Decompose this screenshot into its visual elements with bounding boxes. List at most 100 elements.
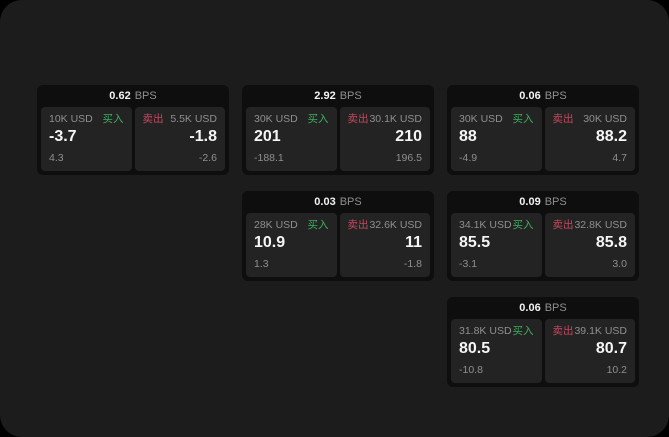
bps-value: 0.62 xyxy=(109,89,131,102)
panels-row: 30K USD 买入 88 -4.9 卖出 30K USD 88.2 4.7 xyxy=(447,107,639,175)
buy-panel-top: 31.8K USD 买入 xyxy=(459,325,534,338)
card-header: 0.62 BPS xyxy=(37,85,229,107)
buy-sub-value: -188.1 xyxy=(254,152,284,165)
bps-unit: BPS xyxy=(544,195,567,208)
buy-panel[interactable]: 34.1K USD 买入 85.5 -3.1 xyxy=(451,213,542,277)
buy-panel-top: 10K USD 买入 xyxy=(49,113,124,126)
sell-panel[interactable]: 卖出 32.8K USD 85.8 3.0 xyxy=(544,213,635,277)
panels-row: 28K USD 买入 10.9 1.3 卖出 32.6K USD 11 -1.8 xyxy=(242,213,434,281)
quote-card: 0.06 BPS 30K USD 买入 88 -4.9 卖出 30K USD xyxy=(447,85,639,175)
sell-panel-top: 卖出 39.1K USD xyxy=(553,325,628,338)
bps-unit: BPS xyxy=(339,89,362,102)
sell-amount: 39.1K USD xyxy=(574,325,627,337)
buy-panel[interactable]: 10K USD 买入 -3.7 4.3 xyxy=(41,107,132,171)
quote-card: 0.09 BPS 34.1K USD 买入 85.5 -3.1 卖出 32.8K… xyxy=(447,191,639,281)
sell-price: 210 xyxy=(395,127,422,145)
buy-side-label: 买入 xyxy=(307,219,329,231)
sell-price: 11 xyxy=(405,233,422,251)
panels-row: 30K USD 买入 201 -188.1 卖出 30.1K USD 210 1… xyxy=(242,107,434,175)
buy-price: -3.7 xyxy=(49,127,77,145)
quote-card: 0.62 BPS 10K USD 买入 -3.7 4.3 卖出 5.5K USD xyxy=(37,85,229,175)
buy-panel-top: 30K USD 买入 xyxy=(459,113,534,126)
sell-panel[interactable]: 卖出 30.1K USD 210 196.5 xyxy=(339,107,430,171)
buy-side-label: 买入 xyxy=(307,113,329,125)
bps-unit: BPS xyxy=(339,195,362,208)
sell-side-label: 卖出 xyxy=(347,219,369,231)
sell-panel[interactable]: 卖出 39.1K USD 80.7 10.2 xyxy=(544,319,635,383)
buy-panel[interactable]: 30K USD 买入 201 -188.1 xyxy=(246,107,337,171)
sell-price: 80.7 xyxy=(595,339,627,357)
sell-panel-top: 卖出 32.6K USD xyxy=(348,219,423,232)
buy-amount: 30K USD xyxy=(459,113,503,125)
card-header: 0.06 BPS xyxy=(447,85,639,107)
buy-price: 10.9 xyxy=(254,233,286,251)
bps-value: 2.92 xyxy=(314,89,336,102)
bps-value: 0.09 xyxy=(519,195,541,208)
sell-amount: 30K USD xyxy=(583,113,627,125)
buy-panel-top: 30K USD 买入 xyxy=(254,113,329,126)
sell-price: -1.8 xyxy=(189,127,217,145)
sell-price: 88.2 xyxy=(595,127,627,145)
buy-price: 201 xyxy=(254,127,281,145)
card-header: 2.92 BPS xyxy=(242,85,434,107)
buy-amount: 34.1K USD xyxy=(459,219,512,231)
buy-price: 85.5 xyxy=(459,233,491,251)
sell-panel[interactable]: 卖出 5.5K USD -1.8 -2.6 xyxy=(134,107,225,171)
sell-sub-value: 4.7 xyxy=(612,152,627,165)
buy-amount: 28K USD xyxy=(254,219,298,231)
buy-price: 88 xyxy=(459,127,477,145)
quote-cards-grid: 0.62 BPS 10K USD 买入 -3.7 4.3 卖出 5.5K USD xyxy=(37,85,639,387)
buy-price: 80.5 xyxy=(459,339,491,357)
sell-sub-value: 196.5 xyxy=(395,152,422,165)
sell-panel[interactable]: 卖出 30K USD 88.2 4.7 xyxy=(544,107,635,171)
bps-unit: BPS xyxy=(544,89,567,102)
buy-amount: 31.8K USD xyxy=(459,325,512,337)
buy-side-label: 买入 xyxy=(102,113,124,125)
sell-panel-top: 卖出 30K USD xyxy=(553,113,628,126)
sell-panel-top: 卖出 5.5K USD xyxy=(143,113,218,126)
sell-side-label: 卖出 xyxy=(347,113,369,125)
sell-sub-value: -2.6 xyxy=(198,152,217,165)
buy-sub-value: 1.3 xyxy=(254,258,269,271)
panels-row: 34.1K USD 买入 85.5 -3.1 卖出 32.8K USD 85.8… xyxy=(447,213,639,281)
sell-price: 85.8 xyxy=(595,233,627,251)
quote-card: 2.92 BPS 30K USD 买入 201 -188.1 卖出 30.1K … xyxy=(242,85,434,175)
buy-panel-top: 34.1K USD 买入 xyxy=(459,219,534,232)
card-header: 0.09 BPS xyxy=(447,191,639,213)
buy-sub-value: -10.8 xyxy=(459,364,483,377)
sell-side-label: 卖出 xyxy=(552,325,574,337)
buy-side-label: 买入 xyxy=(512,113,534,125)
sell-side-label: 卖出 xyxy=(552,113,574,125)
panels-row: 31.8K USD 买入 80.5 -10.8 卖出 39.1K USD 80.… xyxy=(447,319,639,387)
buy-panel-top: 28K USD 买入 xyxy=(254,219,329,232)
card-header: 0.03 BPS xyxy=(242,191,434,213)
sell-panel-top: 卖出 30.1K USD xyxy=(348,113,423,126)
quote-card: 0.06 BPS 31.8K USD 买入 80.5 -10.8 卖出 39.1… xyxy=(447,297,639,387)
sell-panel[interactable]: 卖出 32.6K USD 11 -1.8 xyxy=(339,213,430,277)
buy-sub-value: -4.9 xyxy=(459,152,478,165)
sell-sub-value: -1.8 xyxy=(403,258,422,271)
buy-side-label: 买入 xyxy=(512,325,534,337)
bps-unit: BPS xyxy=(134,89,157,102)
bps-value: 0.06 xyxy=(519,89,541,102)
sell-sub-value: 10.2 xyxy=(606,364,627,377)
sell-amount: 30.1K USD xyxy=(369,113,422,125)
buy-sub-value: 4.3 xyxy=(49,152,64,165)
bps-unit: BPS xyxy=(544,301,567,314)
sell-sub-value: 3.0 xyxy=(612,258,627,271)
buy-amount: 10K USD xyxy=(49,113,93,125)
bps-value: 0.03 xyxy=(314,195,336,208)
panels-row: 10K USD 买入 -3.7 4.3 卖出 5.5K USD -1.8 -2.… xyxy=(37,107,229,175)
sell-amount: 32.8K USD xyxy=(574,219,627,231)
buy-panel[interactable]: 28K USD 买入 10.9 1.3 xyxy=(246,213,337,277)
quote-card: 0.03 BPS 28K USD 买入 10.9 1.3 卖出 32.6K US… xyxy=(242,191,434,281)
buy-panel[interactable]: 30K USD 买入 88 -4.9 xyxy=(451,107,542,171)
card-header: 0.06 BPS xyxy=(447,297,639,319)
buy-amount: 30K USD xyxy=(254,113,298,125)
buy-sub-value: -3.1 xyxy=(459,258,478,271)
bps-value: 0.06 xyxy=(519,301,541,314)
sell-amount: 32.6K USD xyxy=(369,219,422,231)
sell-side-label: 卖出 xyxy=(552,219,574,231)
buy-panel[interactable]: 31.8K USD 买入 80.5 -10.8 xyxy=(451,319,542,383)
